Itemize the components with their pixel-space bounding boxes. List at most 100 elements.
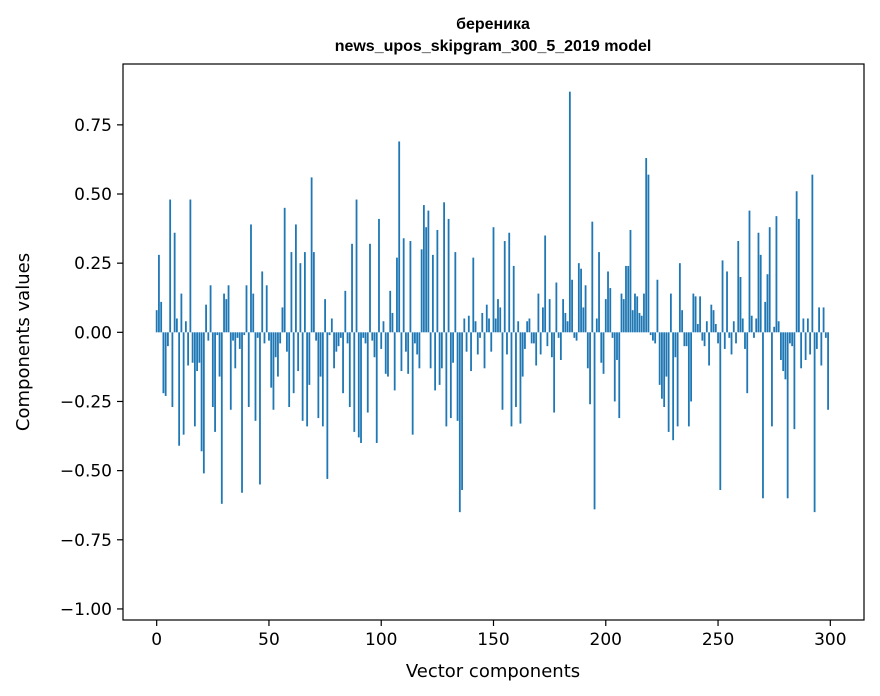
bar (427, 210, 430, 333)
bar (789, 332, 791, 344)
bar (175, 318, 178, 333)
bar (739, 277, 742, 333)
bar (661, 332, 663, 399)
x-tick-label: 200 (590, 630, 622, 650)
bar (234, 332, 237, 369)
bar (268, 332, 270, 341)
bar (524, 332, 526, 349)
y-axis-label: Components values (13, 253, 34, 431)
bar (746, 332, 749, 394)
bar (512, 265, 515, 333)
bar (400, 332, 403, 372)
bar (764, 301, 767, 333)
bar (216, 332, 219, 336)
bar (393, 332, 396, 391)
bar (795, 191, 798, 333)
bar (247, 332, 250, 408)
bar (270, 332, 273, 388)
x-tick-label: 0 (151, 630, 162, 650)
bar (198, 332, 201, 363)
bar (279, 332, 282, 344)
bar (160, 301, 163, 333)
bar (708, 332, 710, 366)
bar (667, 332, 670, 432)
bar (416, 332, 419, 355)
bar (811, 174, 814, 333)
bar (425, 227, 428, 333)
bar (732, 321, 735, 333)
bar (229, 332, 232, 410)
bar (362, 332, 365, 338)
bar (485, 304, 488, 333)
bar (236, 332, 239, 338)
plot-frame (122, 63, 865, 621)
bar (348, 332, 351, 408)
bar (326, 332, 329, 479)
bar (559, 332, 562, 360)
bar (656, 279, 659, 333)
bar (564, 312, 567, 333)
y-tick-label: −1.00 (60, 600, 112, 620)
x-tick-label: 50 (258, 630, 280, 650)
bar (173, 232, 176, 333)
bar (719, 332, 722, 490)
bar (454, 252, 457, 333)
bar (508, 232, 511, 333)
bar (640, 315, 643, 333)
bar (467, 315, 470, 333)
bar (546, 332, 549, 347)
bar (717, 332, 719, 344)
bar (806, 318, 809, 333)
bar (586, 332, 589, 369)
y-tick-label: −0.50 (60, 462, 112, 482)
y-tick-label: −0.25 (60, 392, 112, 412)
bar (526, 321, 529, 333)
bar (431, 254, 434, 333)
bar (162, 332, 165, 394)
bar (286, 332, 288, 352)
bar (537, 293, 540, 333)
bar (750, 315, 753, 333)
x-axis-label: Vector components (406, 661, 580, 682)
bar (710, 304, 713, 333)
bar (535, 332, 538, 366)
bar (627, 265, 630, 333)
bar (544, 235, 547, 333)
bar (503, 241, 506, 333)
bar (771, 332, 773, 427)
y-tick-label: 0.75 (74, 116, 112, 136)
bar (618, 332, 621, 419)
x-tick-label: 250 (702, 630, 734, 650)
bar (474, 321, 477, 333)
bar (227, 285, 230, 333)
bar (295, 224, 297, 333)
bar (797, 218, 800, 333)
bar (643, 293, 645, 333)
bar (205, 304, 207, 333)
bar (705, 321, 708, 333)
bar (333, 332, 335, 369)
bar (261, 271, 264, 333)
bar (793, 332, 796, 430)
bar (735, 332, 737, 344)
bar (595, 318, 598, 333)
bar (815, 332, 818, 349)
bar (245, 285, 248, 333)
bar (822, 307, 825, 333)
bar (315, 332, 318, 341)
chart-title: береника (456, 16, 530, 33)
bar (600, 332, 603, 363)
bar (411, 332, 414, 435)
bar (443, 202, 445, 333)
bar (755, 318, 758, 333)
bar (685, 332, 688, 347)
bar (364, 332, 367, 344)
bar (804, 332, 807, 360)
bar (571, 279, 573, 333)
bar (396, 257, 398, 333)
bar (501, 332, 504, 410)
bar (232, 332, 234, 341)
bar (303, 252, 306, 333)
bar (591, 221, 594, 333)
